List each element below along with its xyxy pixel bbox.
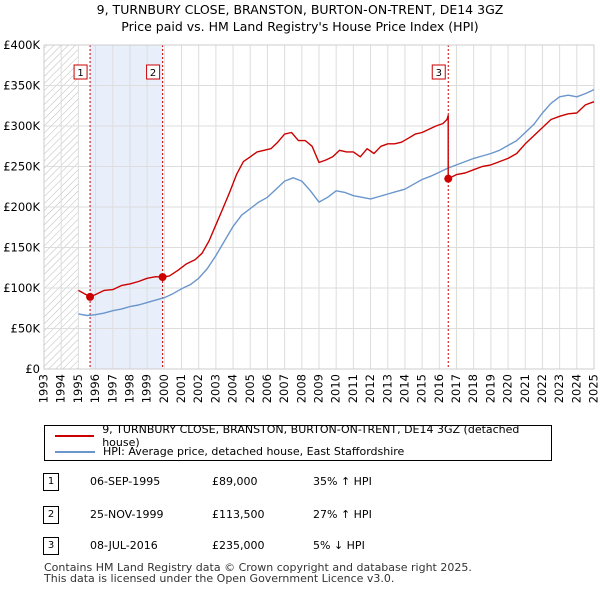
sale-date: 08-JUL-2016: [90, 539, 158, 552]
x-tick-label: 1999: [140, 374, 154, 403]
x-tick-label: 2019: [483, 374, 497, 403]
plot-frame: [43, 44, 595, 370]
x-tick-label: 2023: [552, 374, 566, 403]
sale-number-badge: 2: [43, 506, 59, 524]
x-tick-label: 1997: [105, 374, 119, 403]
x-tick-label: 1994: [54, 374, 68, 403]
sale-number-badge: 1: [43, 473, 59, 491]
x-tick-label: 2004: [226, 374, 240, 403]
x-tick-label: 2021: [518, 374, 532, 403]
y-tick-label: £0: [25, 362, 40, 376]
x-tick-label: 2002: [191, 374, 205, 403]
x-tick-label: 2024: [569, 374, 583, 403]
y-tick-label: £100K: [3, 281, 40, 295]
x-tick-label: 2011: [346, 374, 360, 403]
footer: Contains HM Land Registry data © Crown c…: [44, 562, 472, 584]
y-tick-label: £300K: [3, 119, 40, 133]
x-tick-label: 2020: [501, 374, 515, 403]
y-tick-label: £250K: [3, 160, 40, 174]
sales-row: 2 25-NOV-1999 £113,500 27% ↑ HPI: [40, 506, 600, 526]
legend-swatch-property: [55, 434, 95, 437]
x-tick-label: 2017: [449, 374, 463, 403]
legend-label-hpi: HPI: Average price, detached house, East…: [103, 445, 405, 458]
x-tick-label: 2015: [415, 374, 429, 403]
chart-title-line2: Price paid vs. HM Land Registry's House …: [121, 19, 479, 34]
y-tick-label: £150K: [3, 241, 40, 255]
y-tick-label: £50K: [11, 322, 41, 336]
footer-license: This data is licensed under the Open Gov…: [44, 572, 395, 585]
sale-number-badge: 3: [43, 537, 59, 555]
x-tick-label: 1996: [88, 374, 102, 403]
x-tick-label: 2000: [157, 374, 171, 403]
sale-hpi-diff: 5% ↓ HPI: [313, 539, 365, 552]
x-tick-label: 1998: [122, 374, 136, 403]
y-tick-label: £200K: [3, 200, 40, 214]
sale-date: 25-NOV-1999: [90, 508, 164, 521]
x-tick-label: 2007: [277, 374, 291, 403]
sale-hpi-diff: 35% ↑ HPI: [313, 475, 372, 488]
x-tick-label: 2016: [432, 374, 446, 403]
sale-hpi-diff: 27% ↑ HPI: [313, 508, 372, 521]
sale-label-box: [431, 64, 446, 80]
legend-item-hpi: HPI: Average price, detached house, East…: [55, 444, 404, 459]
x-tick-label: 1993: [37, 374, 51, 403]
sale-point: [86, 292, 95, 301]
sale-label-text: 2: [150, 68, 156, 79]
sale-date: 06-SEP-1995: [90, 475, 161, 488]
y-tick-label: £400K: [3, 38, 40, 52]
x-tick-label: 2006: [260, 374, 274, 403]
sale-price: £89,000: [212, 475, 258, 488]
sale-label-text: 3: [436, 68, 442, 79]
series-line-hpi: [78, 88, 595, 317]
footer-copyright: Contains HM Land Registry data © Crown c…: [44, 561, 472, 574]
sale-label-text: 1: [77, 68, 83, 79]
sale-price: £113,500: [212, 508, 265, 521]
sale-point: [158, 273, 167, 282]
sale-label-box: [73, 64, 88, 80]
legend: 9, TURNBURY CLOSE, BRANSTON, BURTON-ON-T…: [44, 423, 552, 461]
x-tick-label: 2009: [312, 374, 326, 403]
legend-swatch-hpi: [55, 450, 95, 453]
x-tick-label: 2013: [380, 374, 394, 403]
x-tick-label: 2005: [243, 374, 257, 403]
legend-label-property: 9, TURNBURY CLOSE, BRANSTON, BURTON-ON-T…: [102, 422, 520, 449]
sales-row: 3 08-JUL-2016 £235,000 5% ↓ HPI: [40, 537, 600, 557]
x-tick-label: 2001: [174, 374, 188, 403]
x-tick-label: 2022: [535, 374, 549, 403]
x-tick-label: 2018: [466, 374, 480, 403]
legend-item-property: 9, TURNBURY CLOSE, BRANSTON, BURTON-ON-T…: [55, 423, 551, 449]
x-tick-label: 1995: [71, 374, 85, 403]
x-tick-label: 2025: [587, 374, 600, 403]
chart: 1 2 3 £0 £50K £100K £150K £200K £250K £300K £350K £…: [3, 38, 600, 403]
chart-title-line1: 9, TURNBURY CLOSE, BRANSTON, BURTON-ON-T…: [96, 2, 504, 17]
sales-row: 1 06-SEP-1995 £89,000 35% ↑ HPI: [40, 473, 600, 493]
y-tick-label: £350K: [3, 79, 40, 93]
x-tick-label: 2014: [397, 374, 411, 403]
x-tick-label: 2010: [329, 374, 343, 403]
sale-point: [444, 174, 453, 183]
x-tick-label: 2012: [363, 374, 377, 403]
series-line-property: [78, 101, 595, 298]
sale-price: £235,000: [212, 539, 265, 552]
x-tick-label: 2008: [294, 374, 308, 403]
x-tick-label: 2003: [208, 374, 222, 403]
sale-label-box: [146, 64, 161, 80]
